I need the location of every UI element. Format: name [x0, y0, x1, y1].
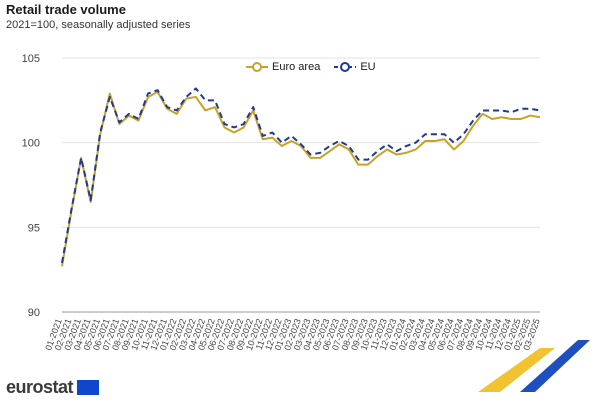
- y-tick-label: 90: [28, 307, 40, 319]
- legend-item-eu[interactable]: EU: [334, 61, 376, 73]
- chart-title: Retail trade volume: [6, 2, 126, 17]
- series-line-eu[interactable]: [61, 87, 541, 264]
- y-tick-label: 105: [22, 53, 40, 65]
- series-layer: [61, 87, 541, 267]
- chart-legend: Euro area EU: [246, 61, 376, 73]
- legend-eu-label: EU: [360, 61, 376, 73]
- legend-euro-area-label: Euro area: [272, 61, 321, 73]
- legend-eu-marker-icon: [334, 62, 357, 72]
- y-tick-label: 100: [22, 138, 40, 150]
- chart-subtitle: 2021=100, seasonally adjusted series: [6, 19, 191, 31]
- logo-text: eurostat: [6, 377, 74, 397]
- y-tick-label: 95: [28, 222, 40, 234]
- eurostat-logo: eurostat: [6, 377, 100, 398]
- blue-swoosh-icon: [520, 340, 590, 392]
- y-axis: 90 95 100 105: [22, 53, 40, 319]
- legend-euro-area-marker-icon: [246, 62, 268, 72]
- series-line-euro-area[interactable]: [61, 90, 541, 267]
- legend-item-euro-area[interactable]: Euro area: [246, 61, 320, 73]
- eu-flag-icon: [77, 380, 100, 395]
- x-axis: 01-202102-202103-202104-202105-202106-20…: [43, 317, 542, 351]
- grid-layer: [62, 57, 540, 313]
- yellow-swoosh-icon: [478, 348, 555, 392]
- eurostat-decoration: [478, 340, 590, 392]
